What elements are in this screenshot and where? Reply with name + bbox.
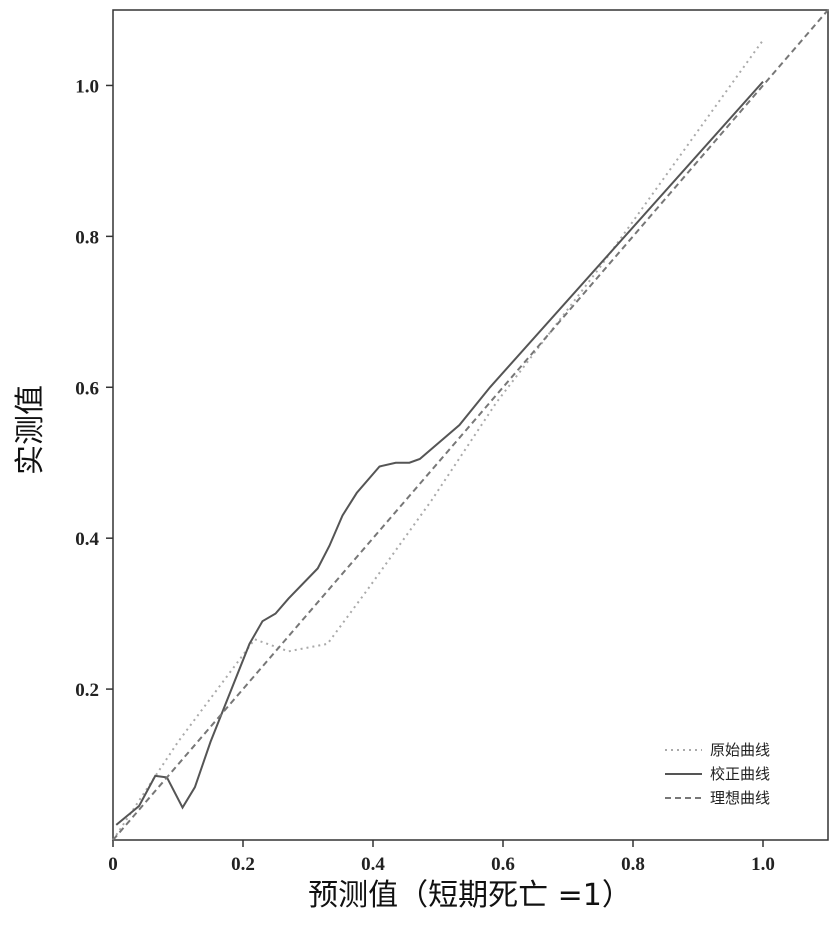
legend-label: 理想曲线	[710, 789, 770, 807]
y-tick-label: 0.8	[75, 227, 99, 248]
y-tick-label: 0.6	[75, 378, 99, 399]
legend-label: 校正曲线	[710, 765, 770, 783]
x-tick-label: 0.2	[231, 854, 255, 875]
y-axis-label: 实测值	[13, 385, 48, 475]
x-tick-label: 0.8	[621, 854, 645, 875]
series-line	[112, 9, 829, 841]
series-line	[115, 81, 764, 826]
plot-frame	[112, 9, 829, 841]
y-tick-label: 0.2	[75, 680, 99, 701]
x-tick-label: 0	[108, 854, 118, 875]
y-tick-label: 0.4	[75, 529, 99, 550]
y-tick-label: 1.0	[75, 76, 99, 97]
x-tick-label: 0.4	[361, 854, 385, 875]
legend-label: 原始曲线	[710, 741, 770, 759]
x-tick-label: 0.6	[491, 854, 515, 875]
x-tick-label: 1.0	[751, 854, 775, 875]
x-axis-label: 预测值（短期死亡 =1）	[308, 878, 632, 913]
series-line	[112, 39, 764, 841]
